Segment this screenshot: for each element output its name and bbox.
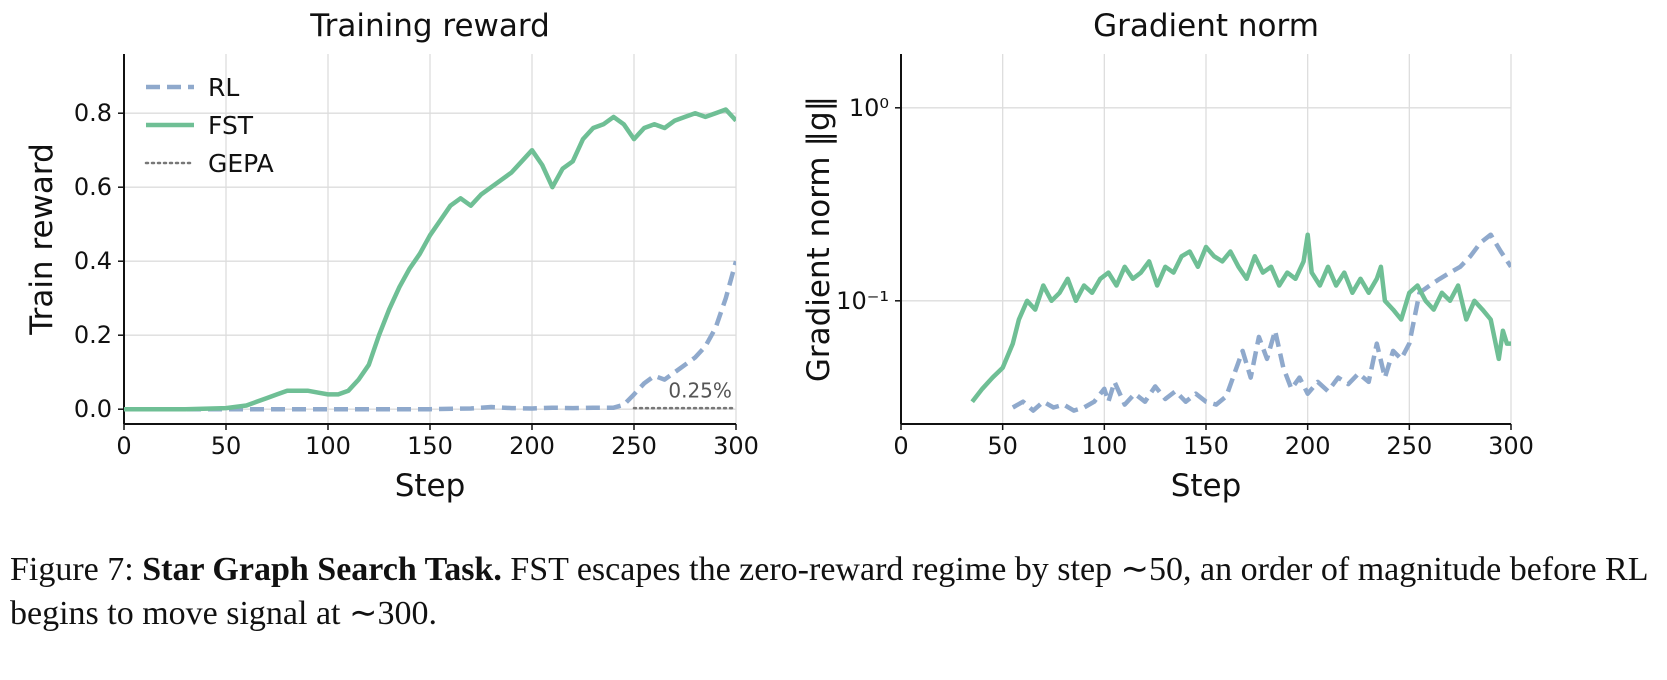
x-tick-label: 100	[305, 432, 351, 460]
caption-prefix: Figure 7:	[10, 551, 143, 588]
x-tick-label: 250	[611, 432, 657, 460]
x-tick-label: 0	[893, 432, 908, 460]
y-tick-label: 0.4	[74, 247, 112, 275]
chart-title: Gradient norm	[1093, 8, 1319, 44]
series-line-rl	[124, 260, 736, 412]
series-line-fst	[124, 107, 736, 412]
legend-label-gepa: GEPA	[208, 149, 274, 178]
series-line-rl	[1011, 232, 1511, 413]
y-tick-label: 0.2	[74, 321, 112, 349]
series-group	[970, 232, 1511, 413]
y-axis-label: Train reward	[24, 143, 60, 336]
x-tick-label: 150	[1183, 432, 1229, 460]
caption-text: FST escapes the zero-reward regime by st…	[10, 551, 1648, 632]
x-axis-label: Step	[1171, 468, 1242, 504]
y-tick-label: 0.6	[74, 173, 112, 201]
y-tick-label: 0.0	[74, 395, 112, 423]
training-reward-panel: 0 50 100 150 200 250 300 0.0 0.2 0.4 0.6 0.8 Trainin…	[24, 8, 759, 504]
y-tick-label: 0.8	[74, 99, 112, 127]
x-tick-label: 300	[1488, 432, 1534, 460]
x-tick-label: 300	[713, 432, 759, 460]
legend-label-rl: RL	[208, 73, 239, 102]
y-tick-label: 10⁰	[849, 94, 889, 122]
x-tick-label: 50	[211, 432, 242, 460]
x-tick-label: 200	[1285, 432, 1331, 460]
figure-caption: Figure 7: Star Graph Search Task. FST es…	[10, 548, 1660, 636]
x-tick-label: 200	[509, 432, 555, 460]
legend: RL FST GEPA	[144, 73, 274, 178]
gradient-norm-panel: 0 50 100 150 200 250 300 10⁻¹ 10⁰ Gradient norm St…	[801, 8, 1534, 504]
caption-bold: Star Graph Search Task.	[142, 551, 502, 588]
chart-title: Training reward	[309, 8, 550, 44]
y-axis-label: Gradient norm ‖g‖	[801, 96, 837, 382]
x-axis-label: Step	[395, 468, 466, 504]
figure-panels: 0 50 100 150 200 250 300 0.0 0.2 0.4 0.6 0.8 Trainin…	[24, 8, 1534, 504]
annotation-label: 0.25%	[668, 379, 732, 403]
x-tick-label: 0	[116, 432, 131, 460]
x-tick-label: 150	[407, 432, 453, 460]
x-tick-label: 50	[987, 432, 1018, 460]
x-tick-label: 250	[1386, 432, 1432, 460]
y-tick-label: 10⁻¹	[836, 287, 889, 315]
legend-label-fst: FST	[208, 111, 254, 140]
series-line-fst	[970, 232, 1511, 404]
x-tick-label: 100	[1081, 432, 1127, 460]
series-group	[124, 107, 736, 412]
